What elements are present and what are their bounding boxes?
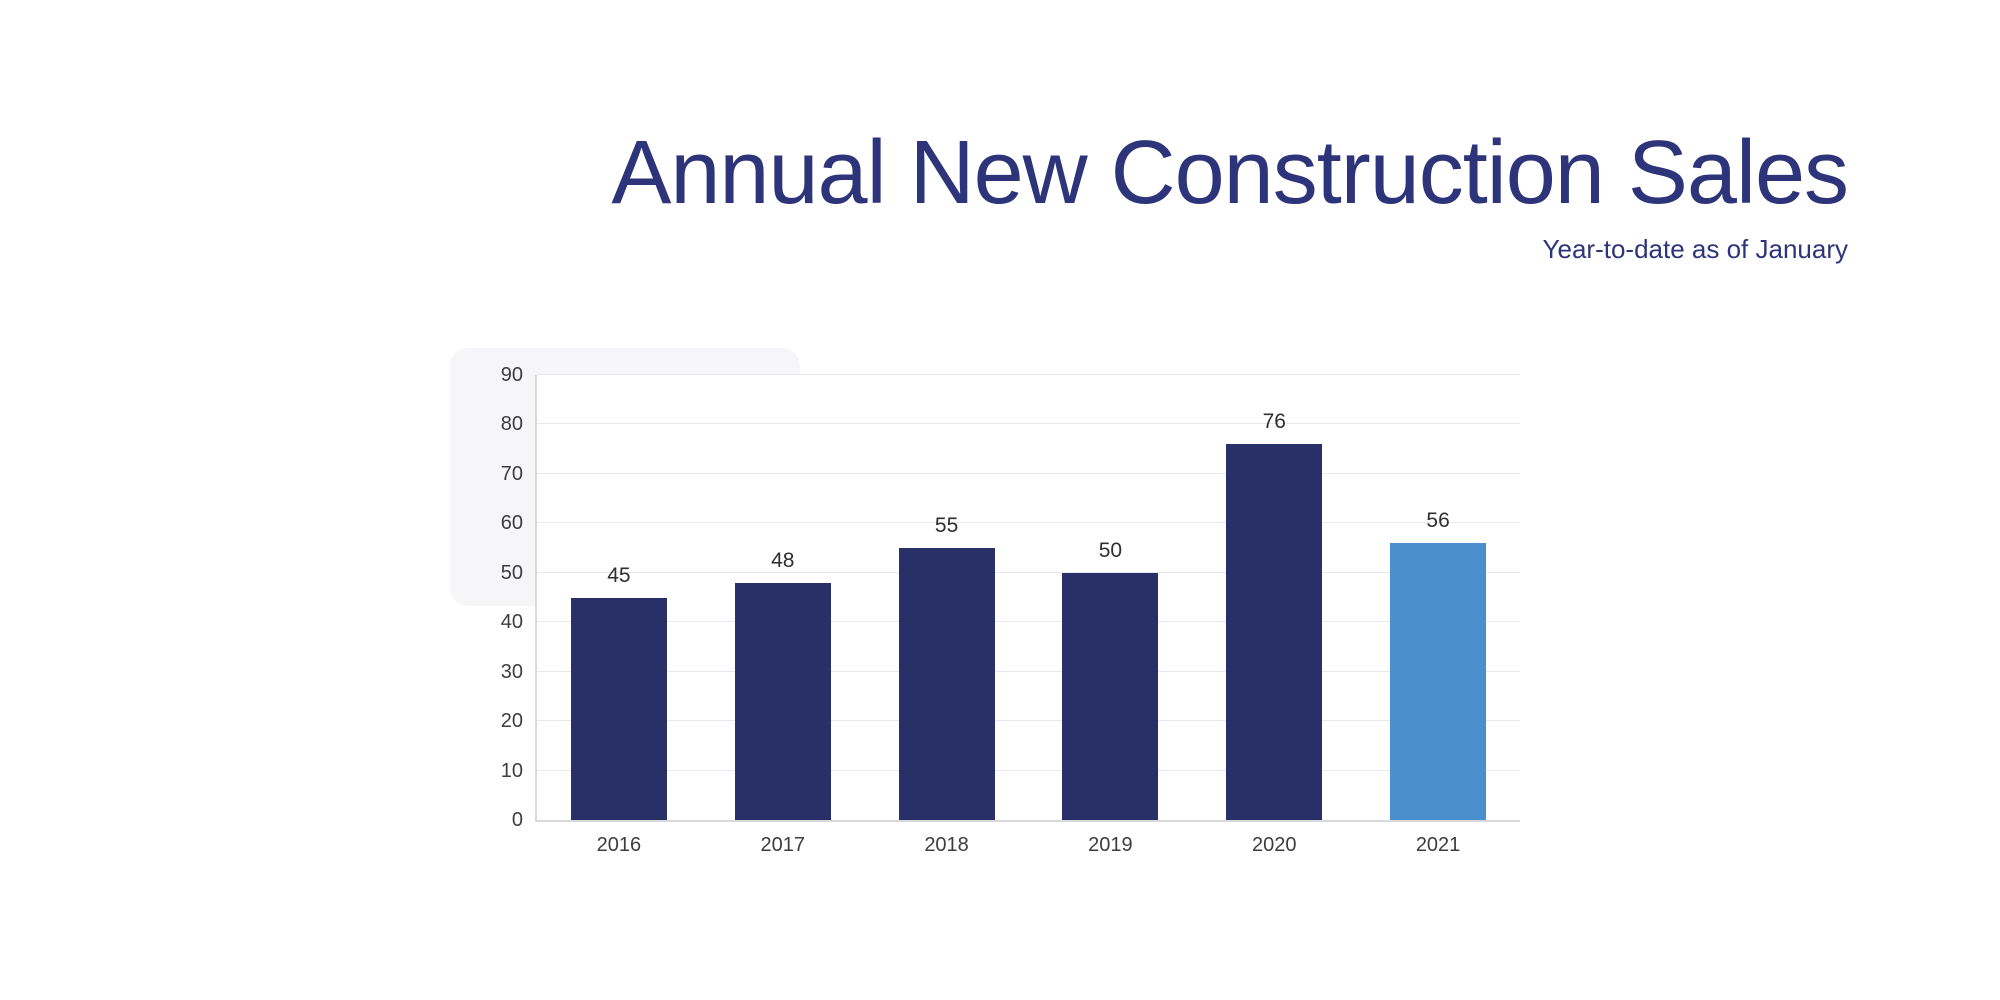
x-axis-tick-label: 2016 [596,834,642,856]
bar-2021 [1390,543,1487,820]
x-axis-tick-label: 2017 [760,834,805,856]
grid-line [537,720,1520,722]
page-title: Annual New Construction Sales [611,123,1849,223]
y-axis-tick-label: 0 [511,809,523,831]
bar-value-label: 45 [607,563,631,587]
grid-line [537,522,1520,524]
y-axis-tick-label: 70 [500,462,523,485]
bar-value-label: 55 [934,514,959,538]
page-subtitle: Year-to-date as of January [1542,234,1848,264]
grid-line [537,374,1520,375]
bar-value-label: 56 [1426,509,1450,533]
x-axis-tick-label: 2021 [1415,834,1461,856]
grid-line [537,621,1520,623]
grid-line [537,472,1520,474]
plot-area: 0 10 20 30 40 50 60 70 80 90 45 2016 48 2017 55 2018 50 2… [501,364,1520,856]
grid-line [537,571,1520,573]
y-axis-tick-label: 40 [500,611,523,634]
y-axis-tick-label: 30 [500,660,523,683]
bar-2018 [898,548,995,820]
y-axis-tick-label: 90 [500,364,523,386]
x-axis-tick-label: 2020 [1251,834,1297,856]
bar-value-label: 48 [771,548,795,572]
bar-value-label: 76 [1262,410,1286,434]
grid-line [537,670,1520,672]
bar-2016 [570,597,667,820]
y-axis-tick-label: 60 [500,512,523,535]
bar-chart: 0 10 20 30 40 50 60 70 80 90 45 2016 48 2017 55 2018 50 2… [501,364,1520,856]
grid-line [537,769,1520,771]
y-axis-tick-label: 80 [500,413,523,436]
grid-line [537,423,1520,425]
y-axis-tick-label: 10 [500,759,523,782]
y-axis-tick-label: 20 [500,710,523,733]
bar-2017 [734,582,831,820]
chart-header: Annual New Construction Sales Year-to-da… [611,123,1849,265]
x-axis-tick-label: 2019 [1088,834,1133,856]
x-axis-tick-label: 2018 [924,834,969,856]
y-axis-tick-label: 50 [500,561,523,584]
bar-value-label: 50 [1098,538,1123,562]
bar-2020 [1226,444,1323,820]
bar-2019 [1062,572,1159,820]
